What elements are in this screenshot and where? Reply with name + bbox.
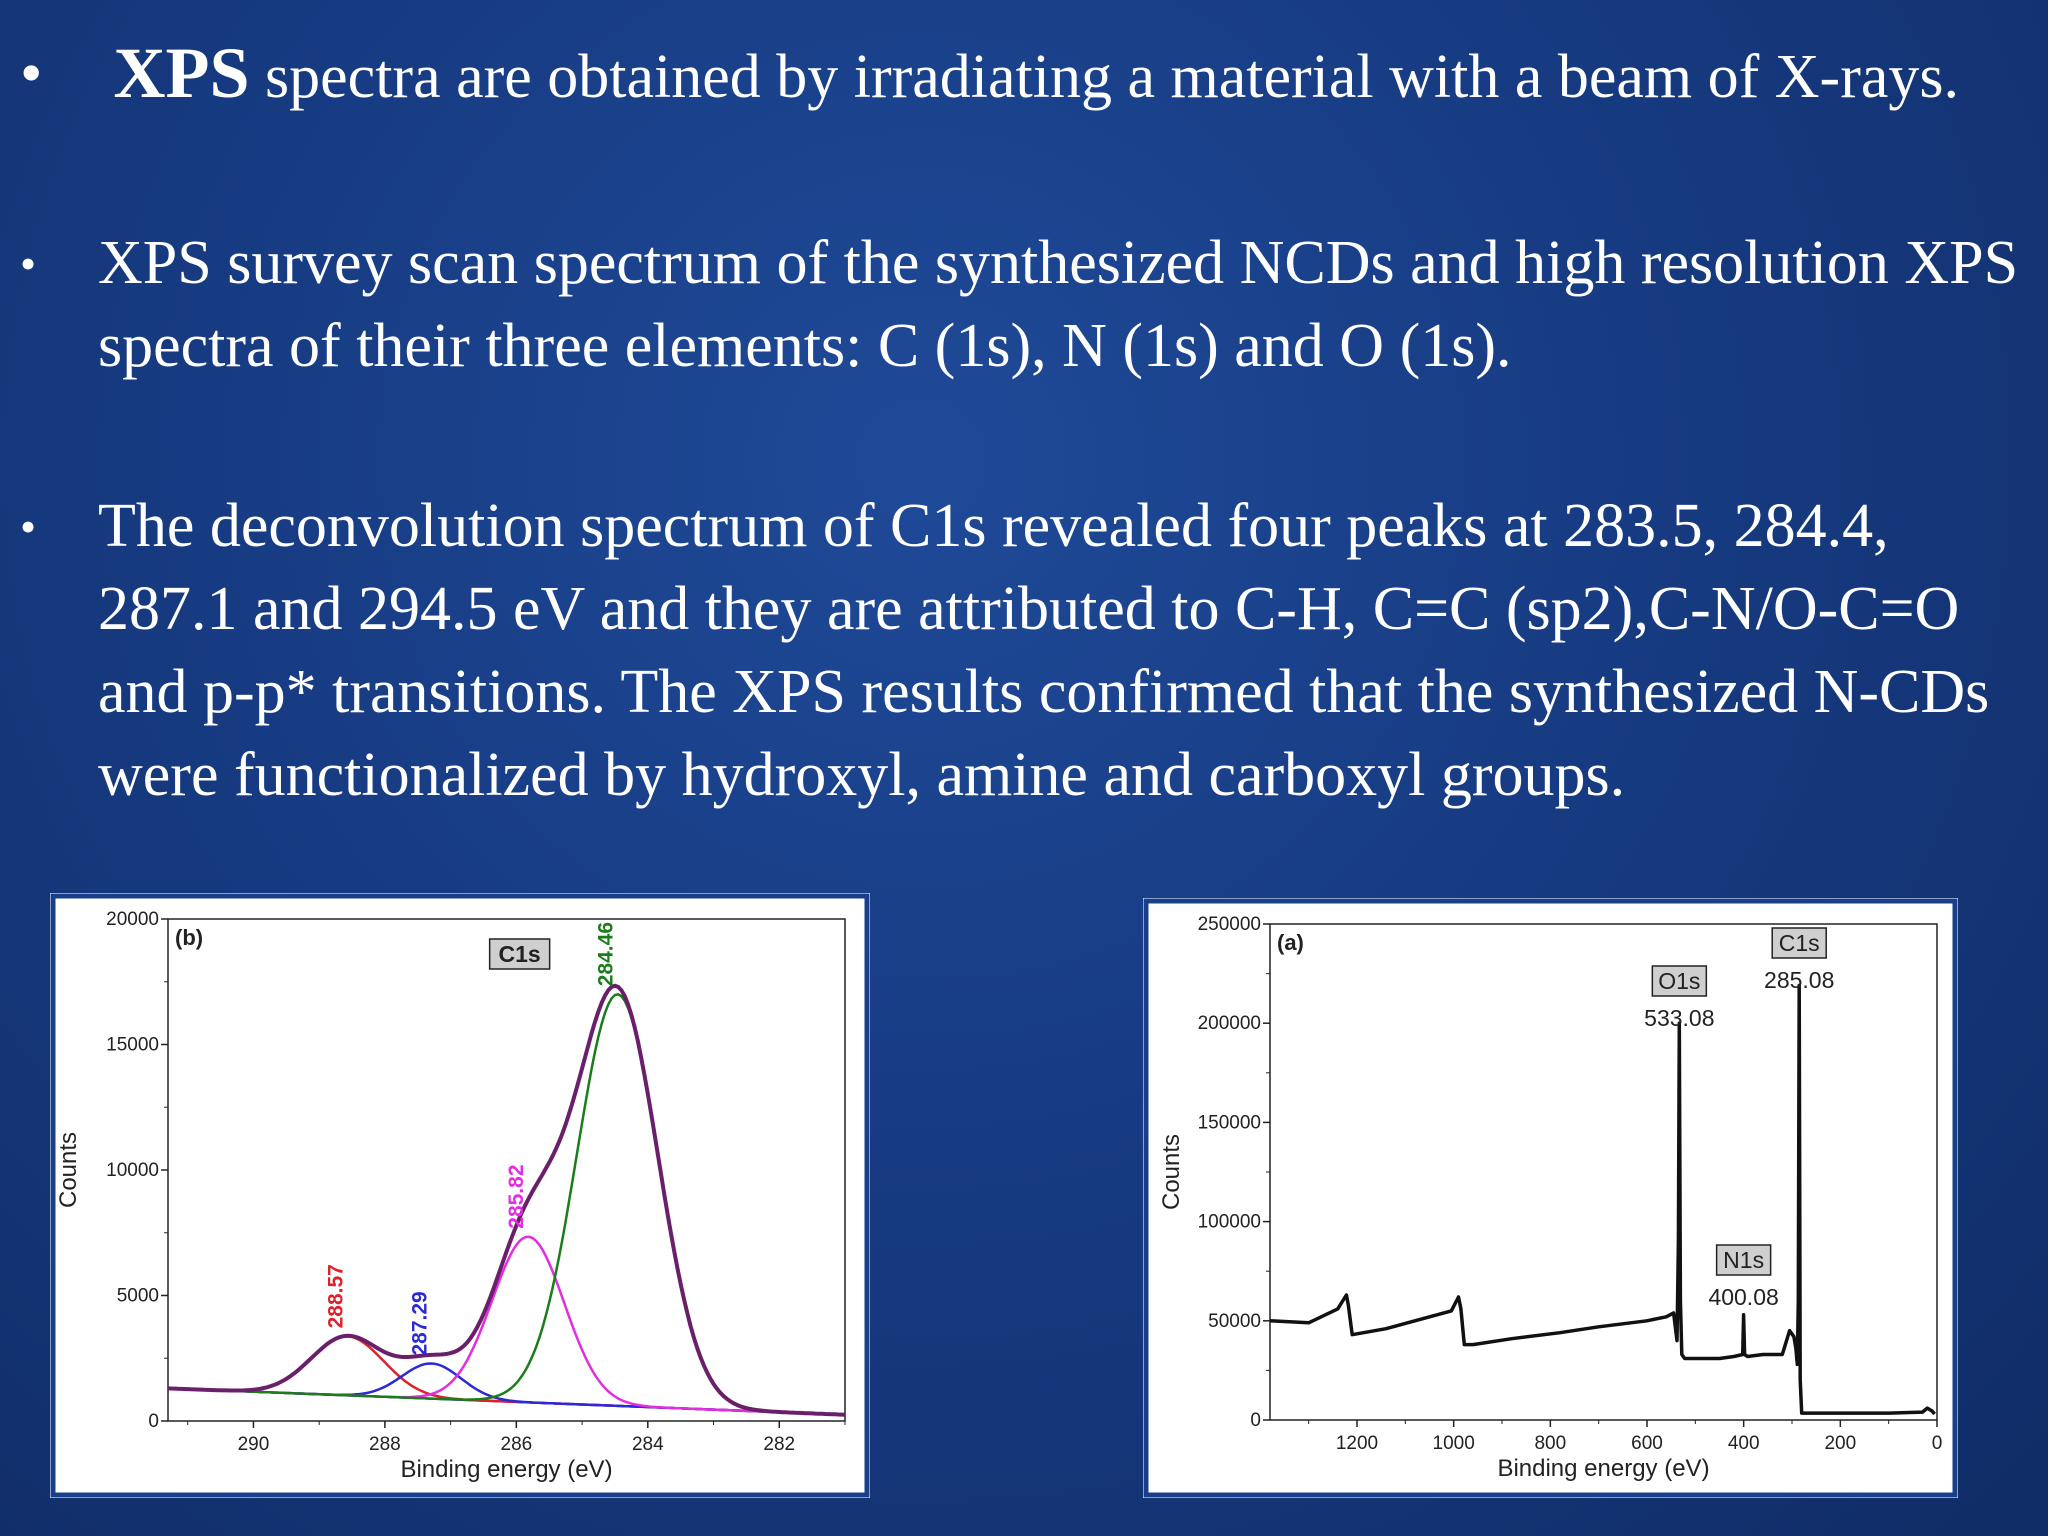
c1s-chart: 0 5000 10000 15000 20000 290 288 286 284 282 Bindi…: [50, 893, 870, 1498]
bullet-dot: •: [20, 37, 43, 108]
c1s-peak-label: 287.29: [409, 1291, 432, 1355]
survey-y-tick-label: 100000: [1198, 1212, 1261, 1233]
survey-x-tick-label: 1000: [1433, 1433, 1475, 1454]
c1s-x-tick-label: 286: [501, 1434, 533, 1455]
survey-x-tick-label: 200: [1824, 1433, 1856, 1454]
bullet-dot: •: [20, 238, 37, 289]
bullet-1: • XPS spectra are obtained by irradiatin…: [20, 30, 2028, 120]
survey-x-tick-label: 0: [1932, 1433, 1943, 1454]
c1s-peak-label: 288.57: [324, 1264, 347, 1328]
survey-peak-box: [1651, 965, 1708, 997]
survey-x-tick-label: 400: [1728, 1433, 1760, 1454]
bullet-2: • XPS survey scan spectrum of the synthe…: [20, 222, 2028, 388]
c1s-envelope-line: [167, 983, 846, 1417]
survey-spectrum-line: [1269, 983, 1936, 1416]
c1s-x-tick-label: 282: [763, 1434, 795, 1455]
c1s-panel-border: [50, 893, 870, 1498]
c1s-label-text: C1s: [499, 941, 541, 967]
survey-panel-border: [1143, 898, 1958, 1498]
c1s-x-tick-label: 284: [632, 1434, 664, 1455]
c1s-x-axis-label: Binding energy (eV): [400, 1456, 612, 1483]
survey-peak-box-label: O1s: [1658, 968, 1700, 994]
c1s-y-tick-label: 10000: [106, 1160, 159, 1181]
survey-panel-label: (a): [1277, 930, 1304, 955]
survey-peak-value: 400.08: [1708, 1284, 1778, 1310]
survey-y-tick-label: 50000: [1208, 1311, 1261, 1332]
c1s-y-tick-label: 0: [148, 1411, 159, 1432]
c1s-y-tick-label: 15000: [106, 1035, 159, 1056]
survey-peak-box: [1771, 927, 1827, 959]
survey-y-tick-label: 0: [1250, 1410, 1261, 1431]
survey-y-tick-label: 250000: [1198, 914, 1261, 935]
c1s-y-tick-label: 20000: [106, 909, 159, 930]
c1s-x-tick-label: 288: [369, 1434, 401, 1455]
c1s-peak-label: 284.46: [595, 922, 618, 986]
survey-y-axis-label: Counts: [1158, 1134, 1185, 1210]
bullet-1-bold: XPS: [113, 33, 250, 113]
c1s-x-tick-label: 290: [238, 1434, 270, 1455]
c1s-label-box: [488, 938, 551, 970]
survey-peak-value: 285.08: [1764, 967, 1834, 993]
c1s-y-tick-label: 5000: [117, 1286, 159, 1307]
bullet-3-text: The deconvolution spectrum of C1s reveal…: [98, 492, 1990, 809]
bullet-2-text: XPS survey scan spectrum of the synthesi…: [98, 229, 2019, 380]
survey-peak-box: [1715, 1244, 1772, 1276]
survey-peak-box-label: N1s: [1723, 1247, 1764, 1273]
c1s-panel-label: (b): [175, 925, 203, 950]
survey-x-tick-label: 800: [1534, 1433, 1566, 1454]
survey-plot-frame: [1269, 923, 1938, 1421]
survey-y-tick-label: 150000: [1198, 1112, 1261, 1133]
c1s-y-axis-label: Counts: [55, 1132, 82, 1208]
c1s-peak-label: 285.82: [505, 1164, 528, 1228]
survey-x-axis-label: Binding energy (eV): [1497, 1455, 1709, 1482]
survey-chart-panel: 0 50000 100000 150000 200000 250000 1200 1000 80…: [1143, 898, 1958, 1498]
c1s-component-line: [167, 1335, 846, 1416]
survey-x-tick-label: 1200: [1336, 1433, 1378, 1454]
survey-peak-value: 533.08: [1644, 1005, 1714, 1031]
survey-y-tick-label: 200000: [1198, 1013, 1261, 1034]
survey-chart: 0 50000 100000 150000 200000 250000 1200 1000 80…: [1143, 898, 1958, 1498]
c1s-chart-panel: 0 5000 10000 15000 20000 290 288 286 284 282 Bindi…: [50, 893, 870, 1498]
survey-x-tick-label: 600: [1631, 1433, 1663, 1454]
bullet-1-text: spectra are obtained by irradiating a ma…: [249, 43, 1959, 111]
survey-peak-box-label: C1s: [1779, 930, 1820, 956]
bullet-3: • The deconvolution spectrum of C1s reve…: [20, 485, 2028, 817]
bullet-dot: •: [20, 501, 37, 552]
